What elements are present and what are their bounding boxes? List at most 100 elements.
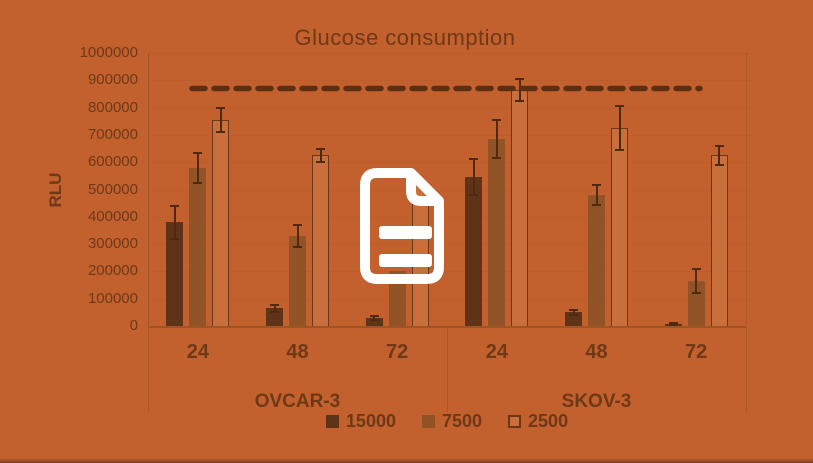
bar-7500-OVCAR-3-72h xyxy=(388,271,406,326)
error-bar-cap xyxy=(216,131,226,134)
error-bar-cap xyxy=(469,193,479,196)
error-bar-stem xyxy=(595,185,598,205)
error-bar-stem xyxy=(219,107,222,133)
gridline-500000 xyxy=(148,189,751,191)
error-bar-cap xyxy=(193,151,203,154)
error-bar-cap xyxy=(615,148,624,151)
error-bar-stem xyxy=(718,145,721,165)
error-bar-cap xyxy=(170,237,180,240)
y-tick-label: 500000 xyxy=(87,180,138,198)
error-bar-cap xyxy=(592,203,601,206)
error-bar-stem xyxy=(572,309,575,316)
x-tick-SKOV-3-72h: 72 xyxy=(685,341,708,363)
bar-2500-OVCAR-3-48h xyxy=(312,155,329,326)
error-bar-cap xyxy=(469,158,479,161)
x-tick-SKOV-3-24h: 24 xyxy=(485,341,508,363)
x-tick-OVCAR-3-72h: 72 xyxy=(386,341,409,363)
error-bar-cap xyxy=(293,245,302,248)
bar-7500-OVCAR-3-48h xyxy=(289,235,306,326)
y-tick-label: 300000 xyxy=(87,235,138,253)
gridline-900000 xyxy=(148,80,751,82)
error-bar-cap xyxy=(714,163,724,166)
legend-item-15000: 15000 xyxy=(325,411,396,431)
y-tick-label: 400000 xyxy=(87,207,138,225)
bar-7500-SKOV-3-24h xyxy=(488,138,506,326)
bar-7500-SKOV-3-72h xyxy=(687,280,705,326)
bottom-shade xyxy=(0,458,813,463)
y-tick-label: 1000000 xyxy=(79,44,138,61)
bar-7500-SKOV-3-48h xyxy=(588,194,605,326)
gridline-800000 xyxy=(148,107,751,109)
y-tick-label: 0 xyxy=(129,317,138,334)
error-bar-stem xyxy=(196,152,199,183)
error-bar-cap xyxy=(691,267,701,270)
y-axis-line xyxy=(148,53,149,326)
y-tick-label: 900000 xyxy=(87,71,138,89)
legend-label-7500: 7500 xyxy=(441,411,483,431)
error-bar-cap xyxy=(369,318,379,321)
category-separator-1 xyxy=(447,326,448,412)
error-bar-cap xyxy=(316,161,325,164)
error-bar-stem xyxy=(373,315,376,320)
error-bar-stem xyxy=(495,119,498,159)
group-label-SKOV-3: SKOV-3 xyxy=(561,391,632,412)
error-bar-cap xyxy=(316,147,325,150)
category-separator-0 xyxy=(148,326,149,412)
error-bar-cap xyxy=(369,314,379,317)
error-bar-cap xyxy=(714,144,724,147)
error-bar-stem xyxy=(518,78,521,101)
x-tick-SKOV-3-48h: 48 xyxy=(585,341,608,363)
bar-2500-OVCAR-3-24h xyxy=(212,119,230,326)
error-bar-cap xyxy=(216,106,226,109)
gridline-100000 xyxy=(148,298,751,300)
y-tick-label: 700000 xyxy=(87,125,138,143)
error-bar-stem xyxy=(472,159,475,195)
gridline-700000 xyxy=(148,134,751,136)
error-bar-stem xyxy=(618,106,621,150)
error-bar-cap xyxy=(170,204,180,207)
category-separator-2 xyxy=(746,326,747,412)
error-bar-cap xyxy=(668,321,678,324)
gridline-1000000 xyxy=(148,53,751,54)
legend-marker-2500 xyxy=(508,414,522,428)
error-bar-cap xyxy=(691,292,701,295)
error-bar-stem xyxy=(273,304,276,312)
error-bar-cap xyxy=(293,223,302,226)
y-tick-label: 600000 xyxy=(87,153,138,171)
legend-item-7500: 7500 xyxy=(421,411,483,431)
gridline-300000 xyxy=(148,244,751,246)
bar-2500-SKOV-3-24h xyxy=(511,89,529,326)
bar-15000-OVCAR-3-24h xyxy=(166,222,184,326)
error-bar-stem xyxy=(672,322,675,325)
bar-15000-SKOV-3-24h xyxy=(465,177,483,326)
bar-2500-SKOV-3-72h xyxy=(710,155,728,326)
bar-2500-SKOV-3-48h xyxy=(611,128,628,326)
error-bar-cap xyxy=(668,323,678,326)
y-tick-label: 100000 xyxy=(87,289,138,307)
gridline-400000 xyxy=(148,216,751,218)
error-bar-stem xyxy=(695,268,698,294)
x-tick-OVCAR-3-48h: 48 xyxy=(286,341,309,363)
error-bar-cap xyxy=(270,303,279,306)
legend-item-2500: 2500 xyxy=(508,412,568,430)
x-tick-OVCAR-3-24h: 24 xyxy=(186,341,209,363)
error-bar-cap xyxy=(193,181,203,184)
legend-marker-15000 xyxy=(325,414,339,428)
legend-label-15000: 15000 xyxy=(345,411,396,431)
legend: 15000 7500 2500 xyxy=(148,409,746,433)
bar-15000-OVCAR-3-48h xyxy=(266,308,283,326)
gridline-600000 xyxy=(148,162,751,164)
error-bar-stem xyxy=(296,224,299,247)
y-tick-label: 800000 xyxy=(87,98,138,116)
document-icon xyxy=(360,168,444,284)
gridline-200000 xyxy=(148,271,751,273)
error-bar-cap xyxy=(569,314,578,317)
bar-15000-OVCAR-3-72h xyxy=(365,317,383,326)
legend-label-2500: 2500 xyxy=(528,411,569,431)
error-bar-cap xyxy=(569,308,578,311)
error-bar-cap xyxy=(615,105,624,108)
error-bar-cap xyxy=(515,77,525,80)
group-label-OVCAR-3: OVCAR-3 xyxy=(254,391,341,412)
error-bar-stem xyxy=(173,205,176,239)
